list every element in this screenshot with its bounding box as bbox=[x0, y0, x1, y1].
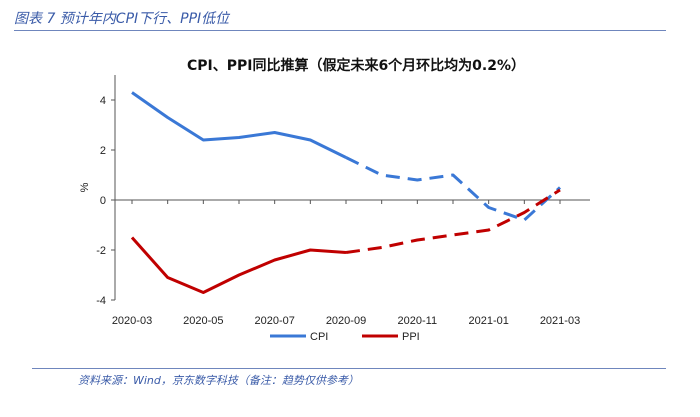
x-tick-label: 2020-03 bbox=[112, 315, 152, 327]
source-note: 资料来源：Wind，京东数字科技（备注：趋势仅供参考） bbox=[78, 374, 359, 387]
x-tick-label: 2020-07 bbox=[254, 315, 294, 327]
x-tick-label: 2021-03 bbox=[540, 315, 580, 327]
series-projection-ppi bbox=[345, 188, 561, 254]
bottom-divider bbox=[32, 368, 666, 369]
legend-label-cpi: CPI bbox=[310, 331, 328, 343]
y-tick-label: -2 bbox=[96, 245, 106, 257]
x-tick-label: 2020-05 bbox=[183, 315, 223, 327]
top-divider bbox=[14, 30, 666, 31]
y-tick-label: -4 bbox=[96, 295, 106, 307]
x-tick-label: 2021-01 bbox=[468, 315, 508, 327]
series-projection-cpi bbox=[345, 156, 562, 222]
y-axis-label: % bbox=[79, 182, 91, 192]
series-line-ppi bbox=[130, 236, 347, 294]
legend-label-ppi: PPI bbox=[402, 331, 420, 343]
y-tick-label: 2 bbox=[100, 145, 106, 157]
y-tick-label: 4 bbox=[100, 95, 106, 107]
x-tick-label: 2020-11 bbox=[398, 315, 438, 327]
x-tick-label: 2020-09 bbox=[326, 315, 366, 327]
chart-title: CPI、PPI同比推算（假定未来6个月环比均为0.2%） bbox=[187, 57, 525, 74]
figure-title: 图表 7 预计年内CPI下行、PPI低位 bbox=[14, 11, 230, 27]
y-tick-label: 0 bbox=[100, 195, 106, 207]
series-line-cpi bbox=[131, 91, 347, 159]
